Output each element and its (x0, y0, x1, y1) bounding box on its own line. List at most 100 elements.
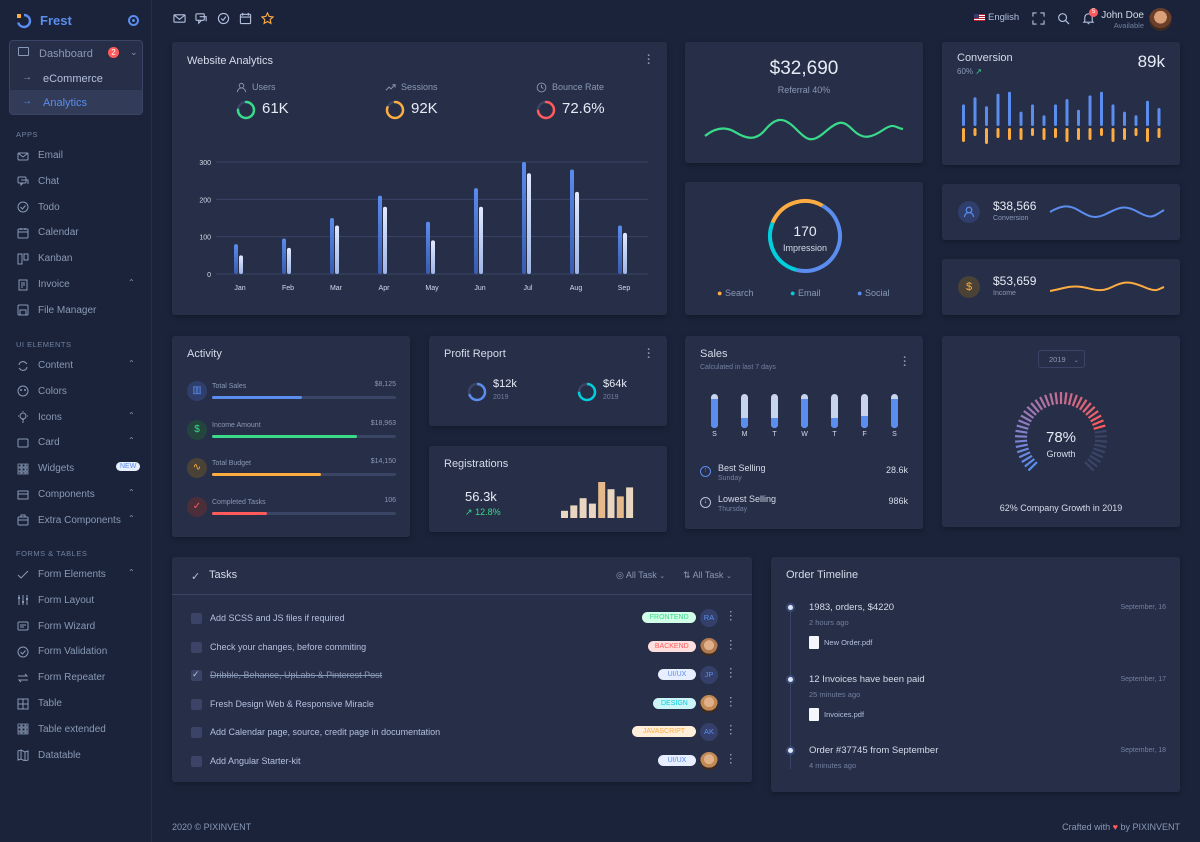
sales-bar (891, 394, 898, 428)
sidebar-item-card[interactable]: Card ⌃ (0, 432, 150, 454)
sidebar-item-dashboard[interactable]: Dashboard 2 ⌄ (10, 41, 142, 65)
section-title-ui: UI ELEMENTS (16, 340, 72, 349)
sidebar-item-analytics[interactable]: → Analytics (10, 90, 142, 114)
more-vertical-icon[interactable]: · · · (729, 692, 733, 712)
sidebar-item-todo[interactable]: Todo (0, 197, 150, 219)
task-checkbox[interactable] (191, 727, 202, 738)
task-filter-sort[interactable]: ⇅ All Task ⌄ (683, 570, 732, 581)
sidebar-item-table-extended[interactable]: Table extended (0, 719, 150, 741)
avatar[interactable] (700, 694, 718, 713)
sidebar-item-kanban[interactable]: Kanban (0, 248, 150, 270)
notification-bell[interactable]: 5 (1082, 8, 1098, 25)
bar-down (1146, 128, 1149, 142)
sidebar-item-email[interactable]: Email (0, 145, 150, 167)
avatar[interactable] (1149, 8, 1172, 31)
task-checkbox[interactable] (191, 698, 202, 710)
sidebar-item-label: Calendar (38, 227, 79, 239)
chevron-up-icon[interactable]: ⌃ (128, 568, 135, 577)
sidebar-item-label: Form Validation (38, 646, 108, 658)
new-badge: NEW (116, 462, 141, 472)
fullscreen-icon[interactable] (1032, 12, 1045, 25)
sidebar-item-calendar[interactable]: Calendar (0, 222, 150, 244)
sidebar-item-datatable[interactable]: Datatable (0, 745, 150, 767)
chevron-up-icon[interactable]: ⌃ (128, 436, 135, 446)
check-circle-icon[interactable] (217, 12, 230, 25)
chevron-up-icon[interactable]: ⌃ (128, 359, 135, 368)
sidebar-item-form-layout[interactable]: Form Layout (0, 590, 150, 612)
gauge-tick (1018, 419, 1031, 427)
more-vertical-icon[interactable]: · · · (729, 721, 733, 740)
sidebar-item-widgets[interactable]: Widgets NEW (0, 458, 150, 480)
gauge-tick (1016, 447, 1030, 454)
sidebar-item-file-manager[interactable]: File Manager (0, 300, 150, 322)
website-analytics-card: Website Analytics · · · Users 61K Sessions… (172, 42, 667, 315)
task-filter-status[interactable]: ◎ All Task ⌄ (616, 570, 665, 581)
search-icon[interactable] (1057, 12, 1070, 25)
calendar-icon[interactable] (239, 12, 252, 25)
task-checkbox[interactable] (191, 641, 202, 653)
sidebar-item-form-wizard[interactable]: Form Wizard (0, 616, 150, 638)
more-vertical-icon[interactable]: · · · (647, 344, 651, 364)
avatar[interactable] (700, 751, 718, 770)
more-vertical-icon[interactable]: · · · (729, 664, 733, 683)
row-sub: Sunday (718, 475, 742, 482)
more-vertical-icon[interactable]: · · · (903, 352, 907, 372)
more-vertical-icon[interactable]: · · · (729, 749, 733, 769)
bar (618, 225, 622, 274)
sidebar-item-components[interactable]: Components ⌃ (0, 484, 150, 506)
star-icon[interactable] (260, 11, 275, 25)
sidebar-item-form-repeater[interactable]: Form Repeater (0, 667, 150, 689)
brand[interactable]: Frest (16, 10, 142, 32)
stat-label: Users (252, 82, 276, 92)
task-checkbox[interactable] (191, 755, 202, 767)
day-label: F (862, 431, 867, 438)
chat-icon[interactable] (195, 12, 208, 25)
task-checkbox[interactable] (191, 613, 202, 624)
sales-card: Sales Calculated in last 7 days · · · S M T W… (685, 336, 923, 529)
more-vertical-icon[interactable]: · · · (647, 50, 651, 70)
avatar[interactable]: RA (700, 609, 718, 627)
avatar[interactable]: JP (700, 666, 718, 684)
sidebar-item-ecommerce[interactable]: → eCommerce (10, 66, 142, 90)
task-text: Dribble, Behance, UpLabs & Pinterest Pos… (210, 670, 383, 680)
bar (239, 255, 243, 274)
profit-report-card: Profit Report · · · $12k 2019 $64k 2019 (429, 336, 667, 426)
sidebar-item-invoice[interactable]: Invoice ⌃ (0, 274, 150, 296)
sidebar-toggle-icon[interactable] (128, 15, 139, 26)
year-select[interactable]: 2019 ⌄ (1038, 350, 1085, 368)
sidebar-item-chat[interactable]: Chat (0, 171, 150, 193)
gauge-tick (1020, 414, 1032, 423)
footer-link[interactable]: by PIXINVENT (1120, 822, 1180, 832)
gauge-tick (1078, 399, 1088, 411)
chevron-up-icon[interactable]: ⌃ (128, 278, 135, 287)
chevron-up-icon[interactable]: ⌃ (128, 513, 135, 523)
sidebar-item-form-validation[interactable]: Form Validation (0, 641, 150, 663)
activity-value: $14,150 (370, 458, 396, 465)
sidebar-item-label: Dashboard (39, 48, 93, 60)
avatar[interactable]: AK (700, 723, 718, 741)
task-checkbox[interactable]: ✓ (191, 669, 202, 681)
chevron-down-icon: ⌄ (1073, 358, 1079, 364)
more-vertical-icon[interactable]: · · · (729, 635, 733, 655)
sidebar-item-icons[interactable]: Icons ⌃ (0, 407, 150, 429)
chevron-down-icon[interactable]: ⌄ (130, 47, 138, 57)
avatar[interactable] (700, 637, 718, 656)
chevron-up-icon[interactable]: ⌃ (128, 488, 135, 497)
mail-icon[interactable] (173, 12, 186, 25)
language-selector[interactable]: English (974, 12, 1019, 26)
sidebar-item-content[interactable]: Content ⌃ (0, 355, 150, 377)
user-menu[interactable]: John Doe Available (1088, 8, 1188, 34)
sales-bar-fill (861, 416, 868, 428)
sidebar-item-table[interactable]: Table (0, 693, 150, 715)
sidebar-item-extra-components[interactable]: Extra Components ⌃ (0, 510, 150, 532)
gauge-tick (1082, 402, 1092, 413)
sidebar-item-form-elements[interactable]: Form Elements ⌃ (0, 564, 150, 586)
sidebar-item-colors[interactable]: Colors (0, 381, 150, 403)
more-vertical-icon[interactable]: · · · (729, 607, 733, 626)
registrations-change: ↗ 12.8% (465, 507, 501, 518)
progress-track (212, 434, 396, 438)
chevron-up-icon[interactable]: ⌃ (128, 410, 135, 420)
best-selling-row: ↑ Best Selling Sunday 28.6k (700, 462, 908, 488)
stat-value: $53,659 (993, 274, 1037, 288)
task-row: Add SCSS and JS files if required FRONTEN… (191, 607, 741, 629)
